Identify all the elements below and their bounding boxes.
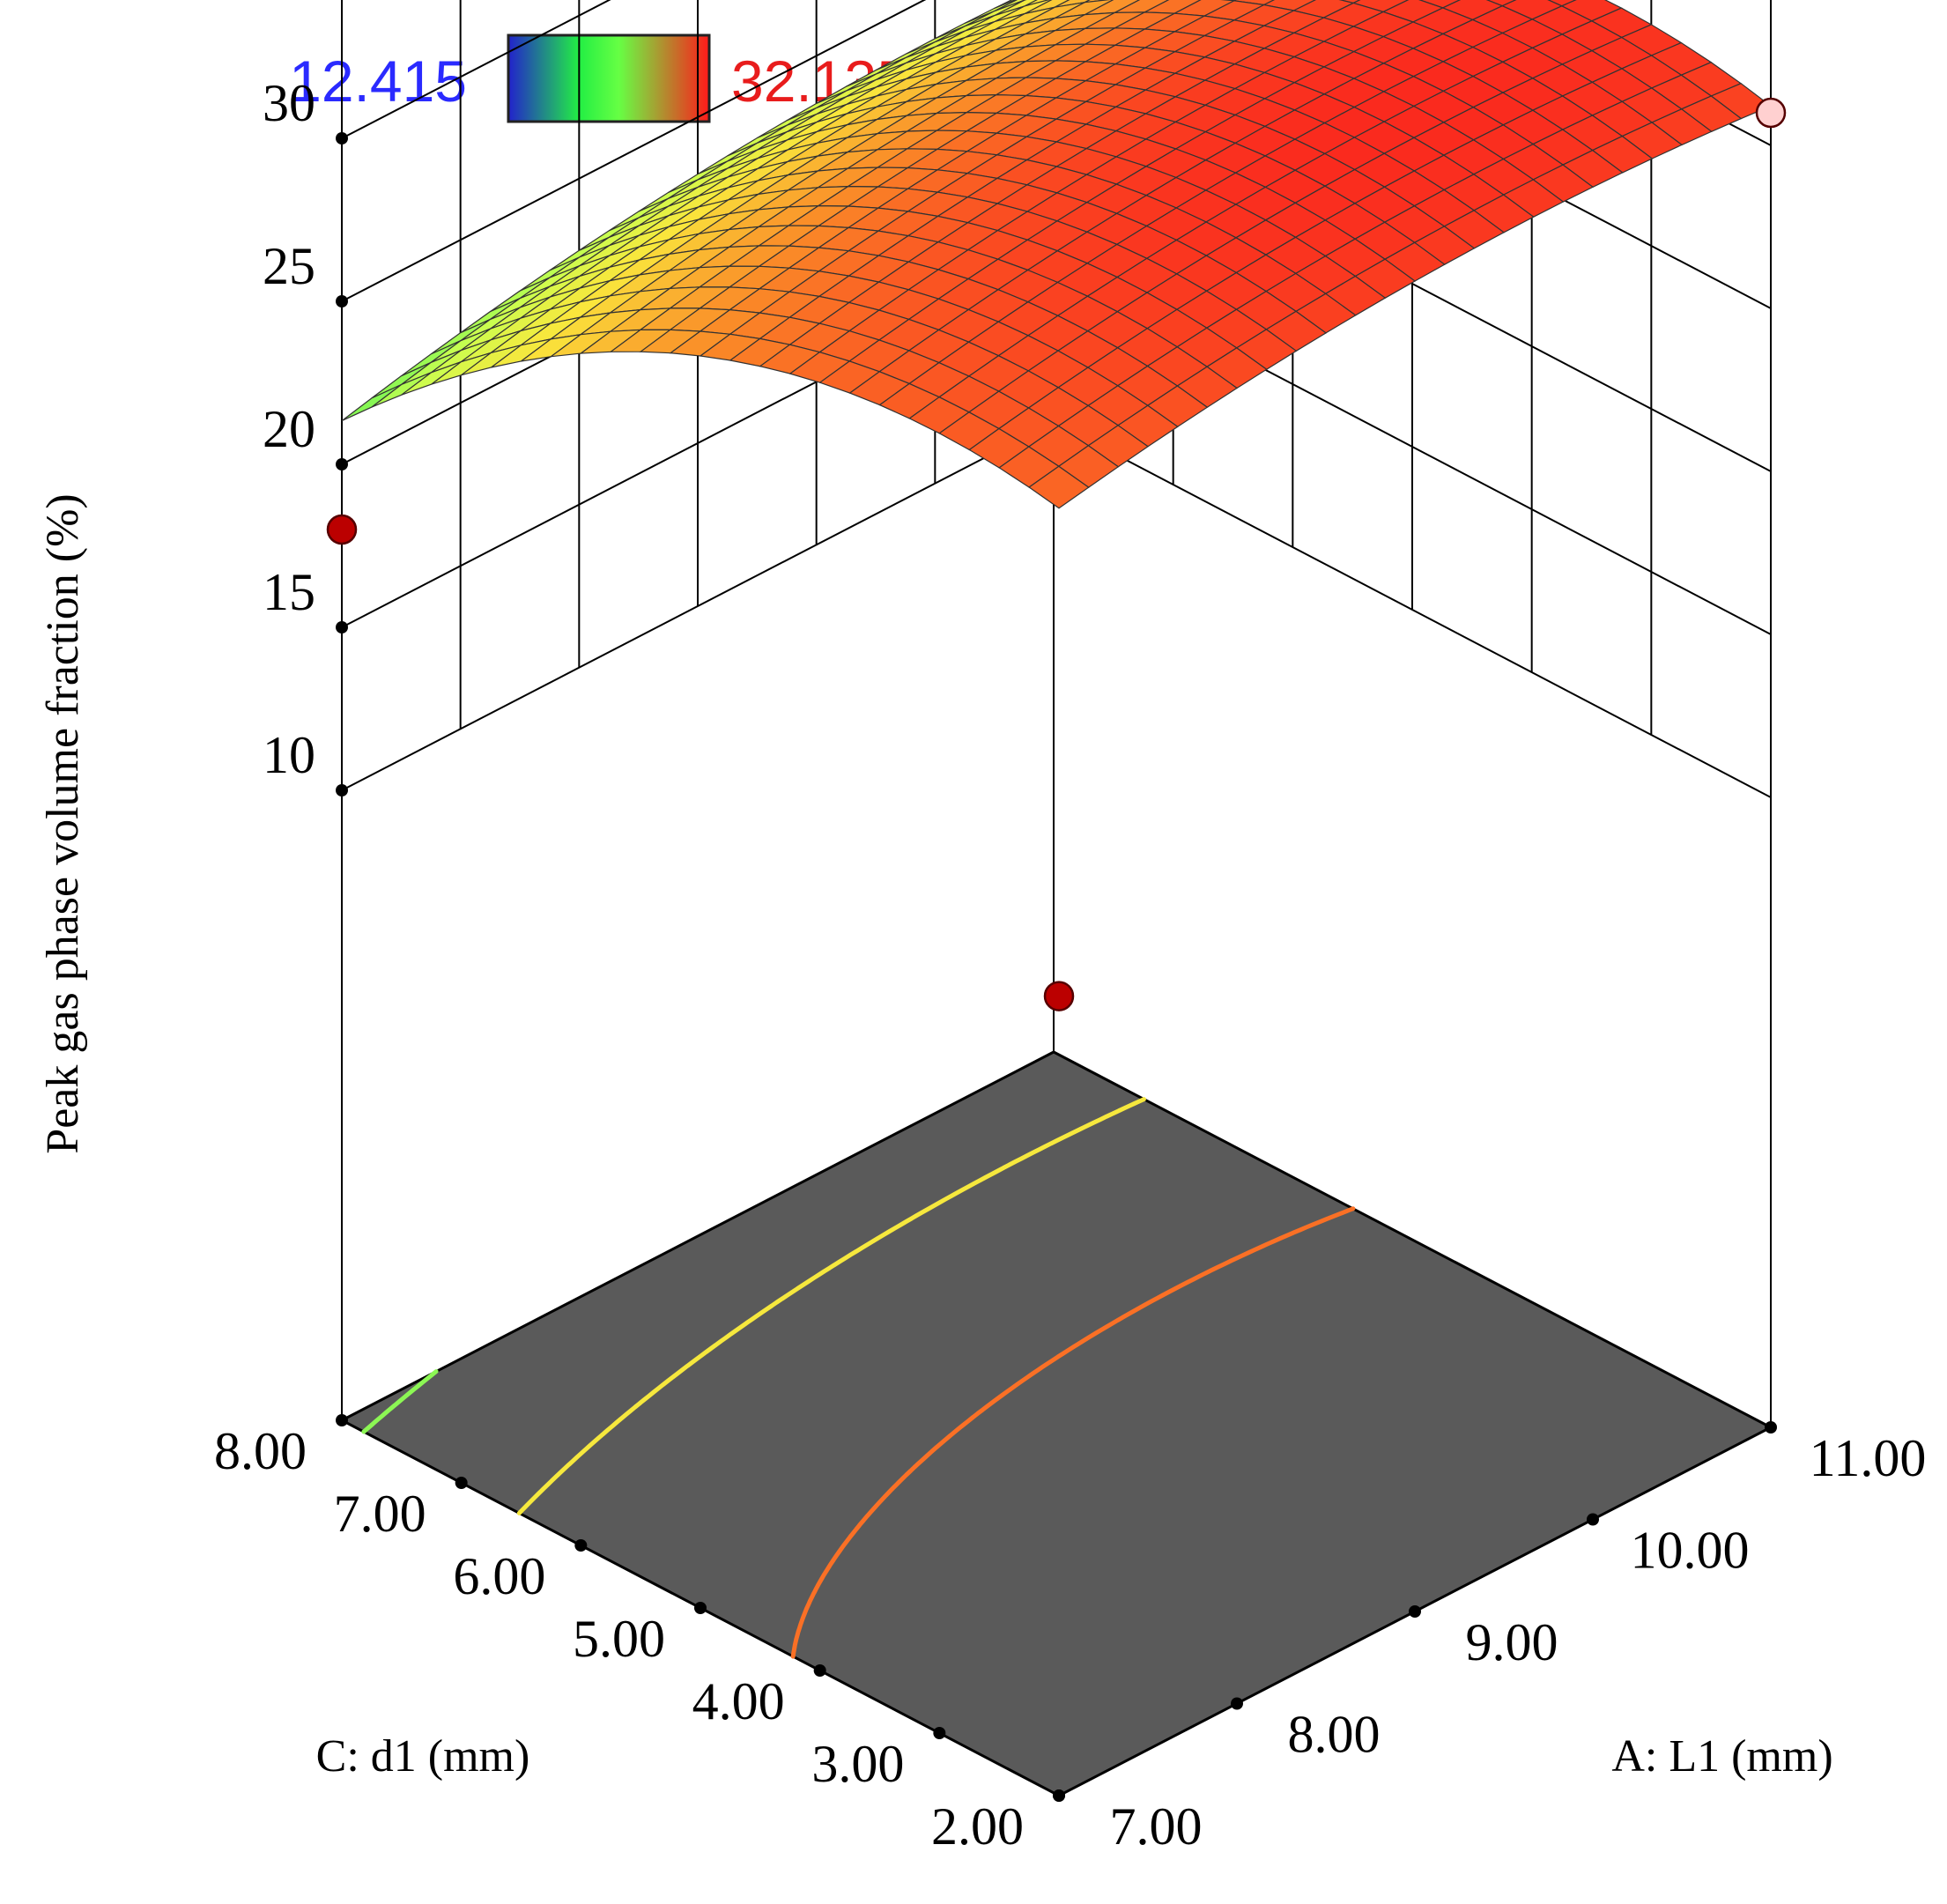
colorbar-min-label: 12.415: [289, 48, 467, 114]
wall-gridline: [341, 0, 611, 139]
z-tick-label: 10: [263, 726, 315, 784]
y-tick-label: 5.00: [573, 1610, 665, 1668]
z-tick-label: 20: [263, 400, 315, 458]
z-tick-label: 15: [263, 563, 315, 621]
z-tick-mark: [336, 784, 348, 796]
y-axis-title: C: d1 (mm): [316, 1731, 530, 1782]
wall-gridline: [1053, 421, 1772, 798]
y-tick-mark: [336, 1414, 348, 1426]
x-tick-label: 9.00: [1466, 1613, 1558, 1671]
wall-gridline: [341, 0, 927, 302]
x-tick-mark: [1765, 1421, 1777, 1434]
design-points: [326, 97, 1787, 1011]
y-tick-mark: [1053, 1789, 1065, 1802]
surface-patch: [1485, 0, 1517, 7]
x-tick-label: 7.00: [1110, 1797, 1203, 1856]
y-tick-mark: [933, 1727, 946, 1739]
design-point: [326, 514, 358, 545]
y-tick-label: 6.00: [453, 1547, 545, 1605]
design-point: [1043, 981, 1075, 1011]
x-tick-label: 11.00: [1810, 1429, 1927, 1487]
y-tick-label: 4.00: [692, 1672, 785, 1730]
colorbar-gradient: [507, 33, 711, 123]
z-tick-mark: [336, 621, 348, 633]
y-tick-label: 7.00: [334, 1485, 426, 1543]
y-tick-mark: [574, 1539, 588, 1552]
contour-line: [516, 1097, 1146, 1515]
surface-patch: [1547, 0, 1577, 7]
z-tick-mark: [336, 458, 348, 470]
x-tick-mark: [1587, 1513, 1599, 1526]
x-tick-mark: [1231, 1697, 1243, 1710]
contour-line: [790, 1206, 1356, 1659]
floor: [338, 1050, 1774, 1797]
floor-axes: [336, 132, 1777, 1802]
response-surface: [341, 0, 1773, 509]
x-tick-mark: [1409, 1605, 1421, 1618]
floor-contours: [361, 1097, 1356, 1659]
x-tick-label: 10.00: [1631, 1522, 1750, 1580]
z-tick-mark: [336, 295, 348, 307]
x-tick-label: 8.00: [1288, 1706, 1381, 1764]
y-tick-mark: [813, 1664, 826, 1677]
floor-plane: [338, 1050, 1774, 1797]
x-axis-title: A: L1 (mm): [1611, 1731, 1832, 1782]
contour-line: [361, 1369, 439, 1434]
surface-patch: [1028, 465, 1090, 509]
y-tick-label: 3.00: [811, 1735, 904, 1793]
wall-gridline: [341, 421, 1055, 791]
z-tick-label: 25: [263, 237, 315, 295]
z-axis-title: Peak gas phase volume fraction (%): [38, 493, 88, 1153]
design-point: [1755, 97, 1787, 129]
y-tick-mark: [455, 1477, 468, 1489]
y-tick-mark: [694, 1602, 707, 1614]
y-tick-label: 8.00: [214, 1422, 307, 1480]
z-tick-mark: [336, 132, 348, 144]
surface-patch: [341, 383, 402, 422]
axis-ticks: 7.00 8.00 9.00 10.00 11.00 2.00 3.00 4.00 5.00 6.…: [214, 74, 1927, 1856]
y-tick-label: 2.00: [931, 1797, 1024, 1856]
z-tick-label: 30: [263, 74, 315, 132]
